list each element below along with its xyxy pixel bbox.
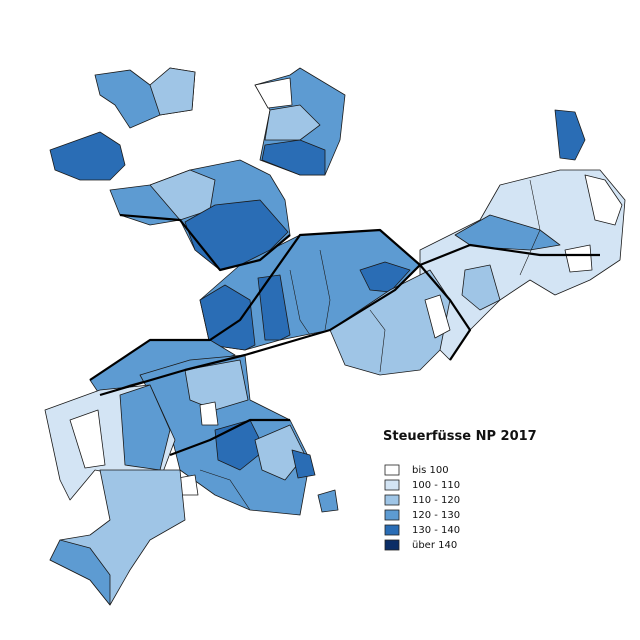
- district-border: [169, 418, 290, 457]
- legend-label: bis 100: [412, 465, 449, 476]
- district-border: [89, 228, 600, 381]
- district-borders: [89, 213, 600, 457]
- region: [359, 261, 411, 293]
- boundary: [369, 309, 386, 373]
- boundary: [289, 269, 311, 336]
- boundary: [519, 179, 541, 276]
- legend-title: Steuerfüsse NP 2017: [383, 429, 537, 444]
- region: [329, 269, 451, 376]
- map-regions: [44, 67, 626, 606]
- district-border: [419, 264, 472, 361]
- boundary: [319, 249, 331, 331]
- region: [261, 139, 326, 176]
- legend-label: 100 - 110: [412, 480, 460, 491]
- region: [254, 424, 306, 481]
- legend: Steuerfüsse NP 2017 bis 100 100 - 110 110 …: [383, 429, 537, 551]
- legend-label: 120 - 130: [412, 510, 460, 521]
- legend-swatch: [384, 539, 400, 551]
- region: [424, 294, 451, 339]
- legend-label: über 140: [412, 540, 457, 551]
- region: [49, 131, 126, 181]
- region: [149, 169, 216, 221]
- region: [119, 384, 171, 471]
- region: [257, 274, 291, 341]
- region: [49, 539, 111, 606]
- legend-swatch: [384, 494, 400, 506]
- region: [254, 77, 293, 109]
- region: [184, 359, 249, 411]
- region: [149, 67, 196, 116]
- region: [554, 109, 586, 161]
- region: [199, 401, 219, 426]
- region: [317, 489, 339, 513]
- region: [291, 449, 316, 479]
- legend-swatch: [384, 524, 400, 536]
- legend-swatch: [384, 464, 400, 476]
- district-border: [99, 264, 421, 397]
- region: [264, 104, 321, 141]
- legend-label: 130 - 140: [412, 525, 460, 536]
- legend-swatch: [384, 479, 400, 491]
- legend-label: 110 - 120: [412, 495, 460, 506]
- legend-swatch: [384, 509, 400, 521]
- region: [564, 244, 593, 273]
- boundary: [199, 469, 251, 511]
- district-border: [119, 213, 291, 272]
- inner-lines: [199, 179, 541, 511]
- region: [461, 264, 501, 311]
- region: [584, 174, 623, 226]
- region: [69, 409, 106, 469]
- region: [184, 199, 289, 271]
- region: [214, 419, 266, 471]
